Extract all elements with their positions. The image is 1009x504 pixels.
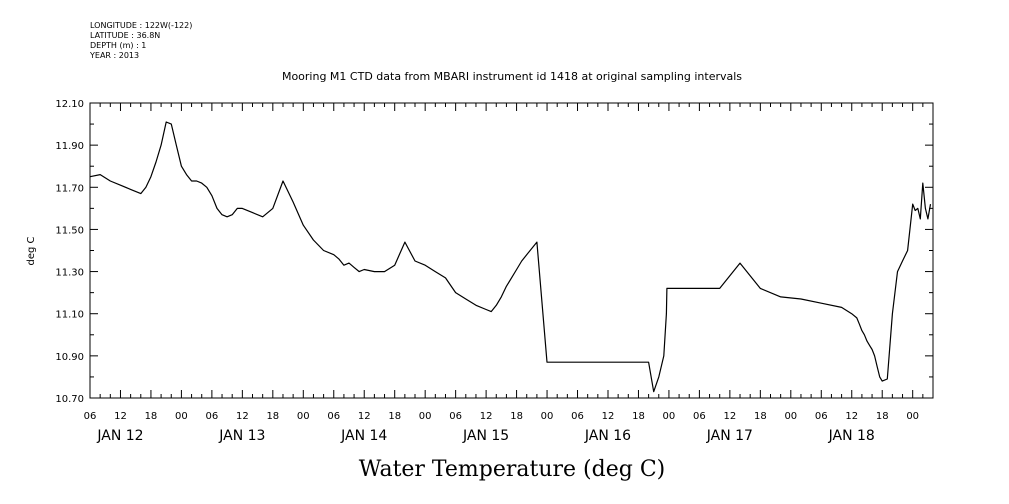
x-day-label: JAN 12 xyxy=(96,428,143,444)
y-tick-label: 11.50 xyxy=(55,225,84,236)
metadata-header: LONGITUDE : 122W(-122) LATITUDE : 36.8N … xyxy=(90,21,192,61)
y-axis-label: deg C xyxy=(26,236,37,265)
x-tick-label: 06 xyxy=(815,411,828,422)
latitude-label: LATITUDE : 36.8N xyxy=(90,31,161,40)
x-tick-label: 12 xyxy=(358,411,371,422)
y-tick-label: 10.90 xyxy=(55,352,84,363)
x-tick-label: 00 xyxy=(175,411,188,422)
x-tick-label: 18 xyxy=(876,411,889,422)
plot-frame xyxy=(89,102,934,399)
longitude-label: LONGITUDE : 122W(-122) xyxy=(90,21,193,30)
x-tick-label: 00 xyxy=(541,411,554,422)
x-tick-label: 12 xyxy=(602,411,615,422)
y-tick-label: 11.10 xyxy=(55,310,84,321)
x-tick-label: 06 xyxy=(84,411,97,422)
y-tick-label: 11.30 xyxy=(55,268,84,279)
x-tick-label: 12 xyxy=(114,411,127,422)
x-tick-label: 18 xyxy=(632,411,645,422)
x-axis-label: Water Temperature (deg C) xyxy=(359,457,666,482)
x-day-label: JAN 14 xyxy=(340,428,387,444)
x-tick-label: 18 xyxy=(510,411,523,422)
x-tick-label: 12 xyxy=(236,411,249,422)
x-day-label: JAN 16 xyxy=(584,428,631,444)
x-tick-label: 18 xyxy=(145,411,158,422)
x-day-label: JAN 15 xyxy=(462,428,509,444)
year-label: YEAR : 2013 xyxy=(90,51,140,60)
x-tick-label: 06 xyxy=(571,411,584,422)
chart-title: Mooring M1 CTD data from MBARI instrumen… xyxy=(282,70,742,83)
x-tick-label: 18 xyxy=(388,411,401,422)
series-group xyxy=(89,121,932,393)
depth-label: DEPTH (m) : 1 xyxy=(90,41,147,50)
x-axis: 06 12 18 00 06 12 18 00 06 12 18 00 06 12 18 00 06 12 18 00… xyxy=(84,103,934,444)
x-day-label: JAN 17 xyxy=(706,428,753,444)
x-tick-label: 00 xyxy=(663,411,676,422)
x-tick-label: 06 xyxy=(327,411,340,422)
x-day-label: JAN 18 xyxy=(828,428,875,444)
x-tick-label: 00 xyxy=(419,411,432,422)
x-tick-label: 12 xyxy=(480,411,493,422)
x-tick-label: 12 xyxy=(845,411,858,422)
x-tick-label: 00 xyxy=(906,411,919,422)
x-day-label: JAN 13 xyxy=(218,428,265,444)
x-tick-label: 06 xyxy=(693,411,706,422)
y-tick-label: 11.90 xyxy=(55,141,84,152)
x-tick-label: 00 xyxy=(297,411,310,422)
x-tick-label: 06 xyxy=(206,411,219,422)
y-tick-label: 10.70 xyxy=(55,394,84,405)
x-tick-label: 12 xyxy=(724,411,737,422)
x-tick-label: 00 xyxy=(784,411,797,422)
temperature-series-line xyxy=(89,121,932,393)
x-tick-label: 06 xyxy=(449,411,462,422)
x-tick-label: 18 xyxy=(266,411,279,422)
y-tick-label: 11.70 xyxy=(55,183,84,194)
y-axis: 10.70 10.90 11.10 11.30 11.50 11.70 11.90 12.10 xyxy=(55,99,933,405)
x-tick-label: 18 xyxy=(754,411,767,422)
y-tick-label: 12.10 xyxy=(55,99,84,110)
